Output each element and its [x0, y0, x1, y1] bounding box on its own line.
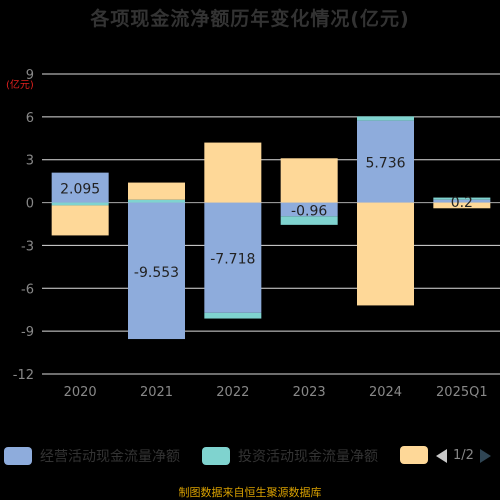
bar-2024-s1 [357, 116, 414, 121]
y-tick-label: 9 [26, 68, 34, 83]
next-page-icon[interactable] [479, 448, 491, 463]
legend-swatch-investing [202, 447, 230, 465]
pager-text: 1/2 [453, 448, 474, 463]
x-tick-label: 2023 [293, 385, 326, 400]
cash-flow-chart: 9 6 3 0 -3 -6 -9 -12 2020 2.095 2021 -9.553 2022 -7.7… [13, 68, 500, 400]
x-tick-label: 2022 [216, 385, 249, 400]
bar-2020-s1 [51, 202, 109, 206]
y-tick-label: 0 [26, 197, 34, 212]
bar-2025Q1-s2 [433, 202, 491, 209]
y-tick-label: -3 [21, 239, 34, 254]
y-axis-unit: (亿元) [6, 80, 34, 91]
bar-2022-s2 [204, 142, 262, 203]
prev-page-icon[interactable] [436, 448, 447, 463]
x-tick-label: 2020 [64, 385, 97, 400]
legend-item-investing[interactable]: 投资活动现金流量净额 [202, 446, 378, 466]
x-tick-label: 2021 [140, 385, 173, 400]
bar-2021-s2 [128, 182, 185, 200]
bar-2020-s2 [51, 205, 109, 236]
bar-2021-s1 [128, 199, 185, 203]
legend-swatch-operating [4, 447, 32, 465]
data-label: 2.095 [60, 182, 100, 198]
bar-2021-s0 [128, 202, 185, 340]
legend: 经营活动现金流量净额 投资活动现金流量净额 1/2 [0, 446, 500, 474]
y-tick-label: -12 [13, 368, 34, 383]
bar-2024-s0 [357, 120, 414, 203]
bar-2025Q1-s1 [433, 197, 491, 200]
y-tick-label: 6 [26, 111, 34, 126]
bar-2024-s2 [357, 202, 414, 306]
legend-swatch-financing [400, 446, 428, 464]
bar-2023-s2 [280, 158, 338, 203]
x-tick-label: 2025Q1 [436, 385, 488, 400]
x-tick-label: 2024 [369, 385, 402, 400]
legend-pager: 1/2 [436, 448, 491, 463]
data-label: -9.553 [134, 265, 179, 281]
bar-2020-s0 [51, 172, 109, 203]
legend-item-operating[interactable]: 经营活动现金流量净额 [4, 446, 180, 466]
y-tick-label: -6 [21, 282, 34, 297]
y-tick-label: 3 [26, 154, 34, 169]
bar-2023-s0 [280, 202, 338, 217]
data-label: -7.718 [210, 252, 255, 268]
chart-title: 各项现金流净额历年变化情况(亿元) [90, 8, 410, 30]
bar-2022-s0 [204, 202, 262, 313]
y-tick-label: -9 [21, 325, 34, 340]
legend-item-financing[interactable] [400, 446, 436, 464]
data-label: 0.2 [451, 195, 473, 211]
bar-2025Q1-s0 [433, 199, 491, 203]
bar-2023-s1 [280, 216, 338, 225]
data-source-note: 制图数据来自恒生聚源数据库 [178, 486, 322, 499]
legend-label-operating: 经营活动现金流量净额 [40, 449, 180, 465]
data-label: -0.96 [291, 203, 327, 219]
legend-label-investing: 投资活动现金流量净额 [238, 449, 378, 465]
bar-2022-s1 [204, 312, 262, 319]
data-label: 5.736 [365, 156, 405, 172]
